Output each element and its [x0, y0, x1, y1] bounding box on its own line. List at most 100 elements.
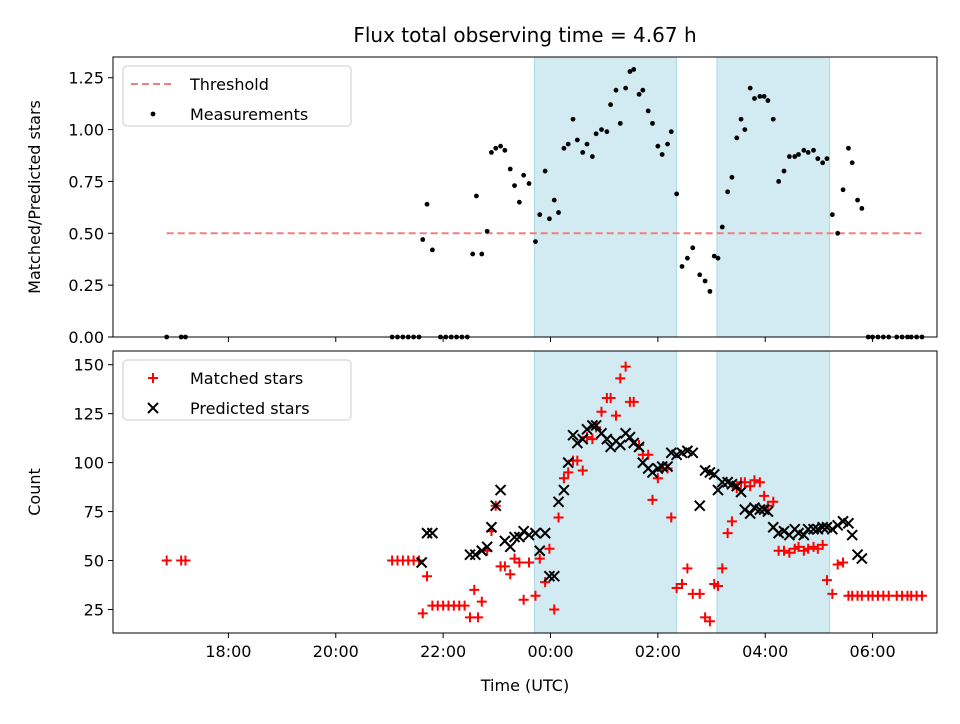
predicted-star-point: [846, 529, 858, 541]
predicted-star-point: [590, 419, 602, 432]
measurement-point: [604, 129, 610, 135]
predicted-star-point: [476, 545, 488, 557]
measurement-point: [765, 98, 771, 103]
measurement-point: [770, 116, 776, 122]
matched-star-point: [821, 575, 832, 586]
matched-star-point: [779, 545, 790, 556]
predicted-star-point: [558, 484, 570, 496]
x-tick-label: 18:00: [205, 642, 251, 661]
matched-star-point: [473, 612, 484, 623]
measurement-point: [479, 251, 485, 257]
matched-star-point: [553, 512, 564, 523]
matched-star-point: [726, 516, 737, 527]
axes-frame: [112, 350, 938, 634]
measurement-point: [835, 230, 841, 236]
matched-star-point: [749, 475, 760, 486]
matched-star-point: [682, 563, 693, 574]
predicted-star-point: [529, 527, 542, 539]
measurement-point: [659, 152, 665, 157]
measurement-point: [474, 193, 479, 199]
predicted-star-point: [831, 519, 844, 531]
predicted-star-point: [517, 525, 530, 537]
matched-star-point: [572, 455, 583, 466]
predicted-star-point: [661, 460, 674, 473]
matched-star-point: [587, 434, 598, 445]
predicted-star-point: [576, 433, 589, 445]
y-tick-label: 125: [73, 405, 104, 424]
matched-star-point: [712, 581, 723, 591]
predicted-star-point: [778, 525, 790, 537]
matched-star-point: [694, 588, 705, 599]
measurement-point: [580, 150, 586, 155]
y-tick-label: 50: [84, 552, 104, 571]
predicted-star-point: [646, 466, 659, 479]
measurement-point: [617, 120, 623, 126]
predicted-star-point: [816, 521, 829, 533]
matched-star-point: [754, 477, 765, 488]
predicted-star-point: [842, 517, 855, 530]
y-tick-label: 0.50: [68, 224, 104, 243]
predicted-star-point: [601, 433, 613, 445]
measurement-point: [650, 120, 655, 126]
measurement-point: [824, 156, 830, 162]
measurement-point: [551, 197, 557, 203]
axes-frame: [112, 56, 938, 338]
measurement-point: [570, 116, 576, 122]
predicted-star-point: [687, 447, 699, 459]
measurement-point: [738, 116, 744, 122]
x-tick-label: 00:00: [527, 642, 573, 661]
measurement-point: [734, 135, 740, 141]
matched-star-point: [469, 584, 480, 595]
predicted-star-point: [469, 548, 482, 561]
predicted-star-point: [739, 503, 751, 516]
matched-star-point: [759, 490, 770, 501]
measurement-point: [593, 131, 599, 137]
x-tick-label: 06:00: [850, 642, 896, 661]
measurement-point: [820, 160, 826, 166]
matched-star-point: [476, 596, 487, 607]
measurement-point: [498, 143, 503, 149]
predicted-star-point: [581, 423, 593, 436]
matched-star-point: [596, 406, 607, 417]
matched-star-point: [417, 608, 428, 619]
predicted-star-point: [421, 527, 433, 539]
matched-star-point: [180, 555, 191, 566]
measurement-point: [521, 172, 527, 178]
matched-star-point: [605, 393, 616, 403]
predicted-star-point: [712, 484, 724, 496]
legend-label: Measurements: [190, 105, 308, 124]
y-tick-label: 0.75: [68, 172, 104, 191]
predicted-star-point: [807, 523, 820, 535]
matched-star-point: [722, 528, 733, 539]
shaded-interval: [716, 56, 831, 338]
y-axis-label: Count: [25, 468, 44, 516]
predicted-star-point: [826, 523, 839, 535]
legend-label: Predicted stars: [190, 399, 310, 418]
y-tick-label: 25: [84, 601, 104, 620]
matched-star-point: [534, 553, 545, 564]
measurement-point: [502, 147, 508, 153]
matched-star-point: [540, 577, 551, 588]
measurement-point: [493, 145, 499, 151]
measurement-point: [811, 147, 816, 153]
measurement-point: [556, 210, 561, 215]
matched-star-point: [647, 494, 658, 505]
shaded-interval: [533, 56, 678, 338]
predicted-star-point: [627, 437, 640, 449]
x-tick-label: 02:00: [635, 642, 681, 661]
matched-star-point: [530, 590, 541, 601]
measurement-point: [679, 264, 685, 269]
measurement-point: [665, 141, 670, 147]
predicted-star-point: [481, 541, 493, 553]
y-tick-label: 1.00: [68, 121, 104, 140]
measurement-point: [584, 141, 590, 147]
predicted-star-point: [494, 484, 507, 496]
measurement-point: [805, 150, 811, 155]
legend: Matched stars Predicted stars: [122, 359, 352, 421]
measurement-point: [849, 160, 855, 166]
measurement-point: [627, 69, 633, 74]
matched-star-point: [610, 410, 621, 421]
matched-star-point: [817, 539, 828, 550]
measurement-point: [747, 85, 753, 91]
measurement-point: [565, 141, 571, 147]
